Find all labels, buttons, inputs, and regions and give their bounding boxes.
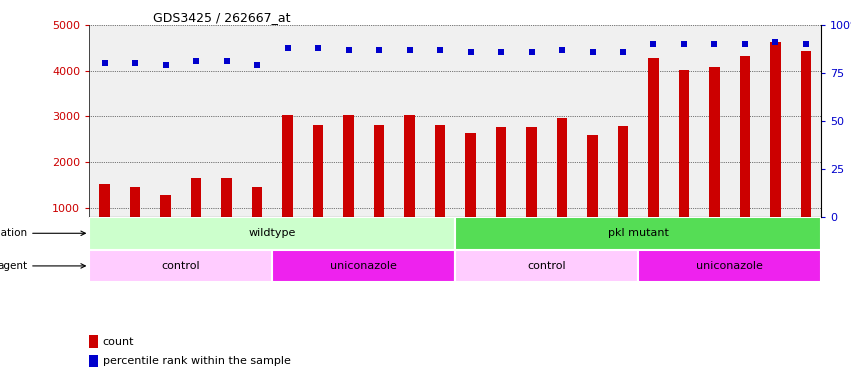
Point	[555, 47, 568, 53]
Point	[189, 58, 203, 65]
Point	[647, 41, 660, 47]
Text: uniconazole: uniconazole	[696, 261, 763, 271]
Point	[311, 45, 325, 51]
Text: control: control	[162, 261, 200, 271]
Bar	[404, 116, 415, 253]
Text: genotype/variation: genotype/variation	[0, 228, 85, 238]
Bar	[191, 178, 202, 253]
Bar	[678, 70, 689, 253]
Point	[129, 60, 142, 66]
Point	[799, 41, 813, 47]
Bar	[618, 126, 628, 253]
Point	[220, 58, 233, 65]
Bar	[252, 187, 262, 253]
Point	[372, 47, 386, 53]
Text: wildtype: wildtype	[248, 228, 296, 238]
Text: percentile rank within the sample: percentile rank within the sample	[102, 356, 290, 366]
Bar	[435, 125, 445, 253]
Bar	[343, 116, 354, 253]
Text: agent: agent	[0, 261, 85, 271]
Bar	[557, 118, 568, 253]
Bar	[638, 250, 821, 282]
Point	[403, 47, 416, 53]
Point	[494, 49, 508, 55]
Bar	[312, 125, 323, 253]
Bar	[89, 217, 455, 250]
Bar	[587, 135, 598, 253]
Text: pkl mutant: pkl mutant	[608, 228, 669, 238]
Point	[616, 49, 630, 55]
Point	[525, 49, 539, 55]
Bar	[801, 51, 811, 253]
Text: count: count	[102, 337, 134, 347]
Bar	[283, 116, 293, 253]
Bar	[374, 125, 385, 253]
Text: GDS3425 / 262667_at: GDS3425 / 262667_at	[153, 12, 291, 25]
Point	[464, 49, 477, 55]
Point	[342, 47, 356, 53]
Bar	[272, 250, 455, 282]
Bar	[648, 58, 659, 253]
Bar	[89, 250, 272, 282]
Point	[738, 41, 751, 47]
Point	[677, 41, 691, 47]
Bar	[89, 335, 98, 348]
Bar	[709, 67, 720, 253]
Bar	[740, 56, 751, 253]
Point	[250, 62, 264, 68]
Bar	[221, 178, 232, 253]
Point	[708, 41, 722, 47]
Point	[433, 47, 447, 53]
Point	[98, 60, 111, 66]
Point	[585, 49, 599, 55]
Bar	[495, 127, 506, 253]
Bar	[89, 355, 98, 367]
Bar	[160, 195, 171, 253]
Bar	[100, 184, 110, 253]
Bar	[455, 250, 638, 282]
Text: uniconazole: uniconazole	[330, 261, 397, 271]
Bar	[465, 133, 476, 253]
Point	[281, 45, 294, 51]
Text: control: control	[528, 261, 566, 271]
Bar	[129, 187, 140, 253]
Point	[768, 39, 782, 45]
Bar	[455, 217, 821, 250]
Bar	[526, 127, 537, 253]
Point	[159, 62, 173, 68]
Bar	[770, 42, 781, 253]
